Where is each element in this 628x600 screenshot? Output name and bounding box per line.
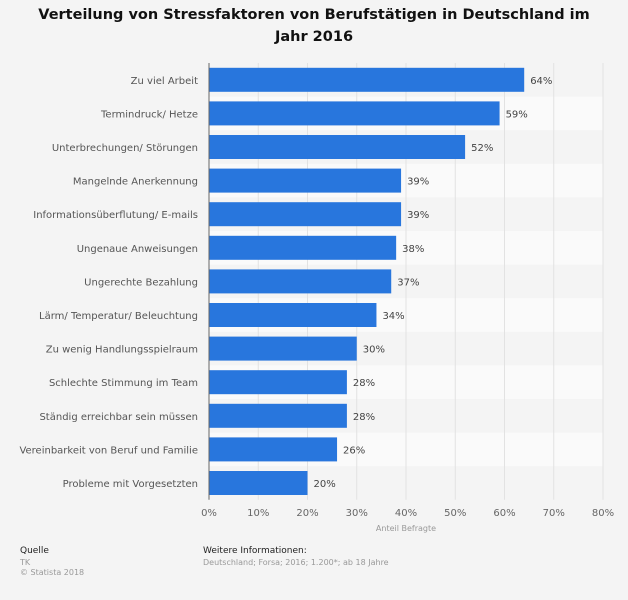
- category-label: Zu viel Arbeit: [131, 76, 198, 87]
- source-heading: Quelle: [20, 546, 49, 556]
- category-label: Ungenaue Anweisungen: [77, 244, 198, 255]
- data-label: 59%: [506, 109, 528, 120]
- bar: [209, 235, 397, 260]
- category-label: Unterbrechungen/ Störungen: [52, 143, 198, 154]
- x-tick-label: 0%: [201, 508, 217, 519]
- data-label: 30%: [363, 345, 385, 356]
- bar: [209, 67, 525, 92]
- category-label: Informationsüberflutung/ E-mails: [33, 210, 198, 221]
- category-label: Mangelnde Anerkennung: [73, 177, 198, 188]
- data-label: 39%: [407, 210, 429, 221]
- category-label: Vereinbarkeit von Beruf und Familie: [19, 445, 198, 456]
- bar: [209, 202, 402, 227]
- bar: [209, 269, 392, 294]
- bar: [209, 370, 347, 395]
- bar: [209, 471, 308, 495]
- x-axis-title: Anteil Befragte: [376, 524, 436, 533]
- data-label: 26%: [343, 445, 365, 456]
- category-label: Schlechte Stimmung im Team: [49, 378, 198, 389]
- bar: [209, 303, 377, 327]
- x-tick-label: 20%: [296, 508, 318, 519]
- bar: [209, 403, 347, 428]
- chart-title: Verteilung von Stressfaktoren von Berufs…: [38, 7, 590, 45]
- bar: [209, 168, 402, 193]
- data-label: 20%: [314, 479, 336, 490]
- bar: [209, 437, 338, 462]
- data-label: 64%: [530, 76, 552, 87]
- data-label: 28%: [353, 412, 375, 423]
- info-value: Deutschland; Forsa; 2016; 1.200*; ab 18 …: [203, 558, 389, 567]
- category-label: Ungerechte Bezahlung: [84, 277, 198, 288]
- category-label: Ständig erreichbar sein müssen: [39, 412, 198, 423]
- source-value: TK: [20, 558, 31, 567]
- x-tick-label: 50%: [444, 508, 466, 519]
- x-tick-label: 40%: [395, 508, 417, 519]
- category-label: Lärm/ Temperatur/ Beleuchtung: [39, 311, 198, 322]
- category-label: Probleme mit Vorgesetzten: [63, 479, 198, 490]
- info-heading: Weitere Informationen:: [203, 546, 307, 556]
- category-label: Zu wenig Handlungsspielraum: [46, 345, 198, 356]
- data-label: 52%: [471, 143, 493, 154]
- bar: [209, 135, 466, 159]
- data-label: 38%: [402, 244, 424, 255]
- bar: [209, 336, 357, 361]
- x-tick-label: 70%: [543, 508, 565, 519]
- x-tick-label: 30%: [346, 508, 368, 519]
- data-label: 37%: [397, 277, 419, 288]
- category-label: Termindruck/ Hetze: [100, 109, 198, 120]
- bar-chart: 0% 10% 20% 30% 40% 50% 60% 70% 80% Zu viel Arbeit…: [19, 63, 614, 533]
- x-tick-label: 60%: [493, 508, 515, 519]
- data-label: 34%: [382, 311, 404, 322]
- x-tick-label: 10%: [247, 508, 269, 519]
- bar: [209, 101, 500, 126]
- data-label: 39%: [407, 177, 429, 188]
- x-tick-label: 80%: [592, 508, 614, 519]
- data-label: 28%: [353, 378, 375, 389]
- copyright: © Statista 2018: [20, 568, 85, 577]
